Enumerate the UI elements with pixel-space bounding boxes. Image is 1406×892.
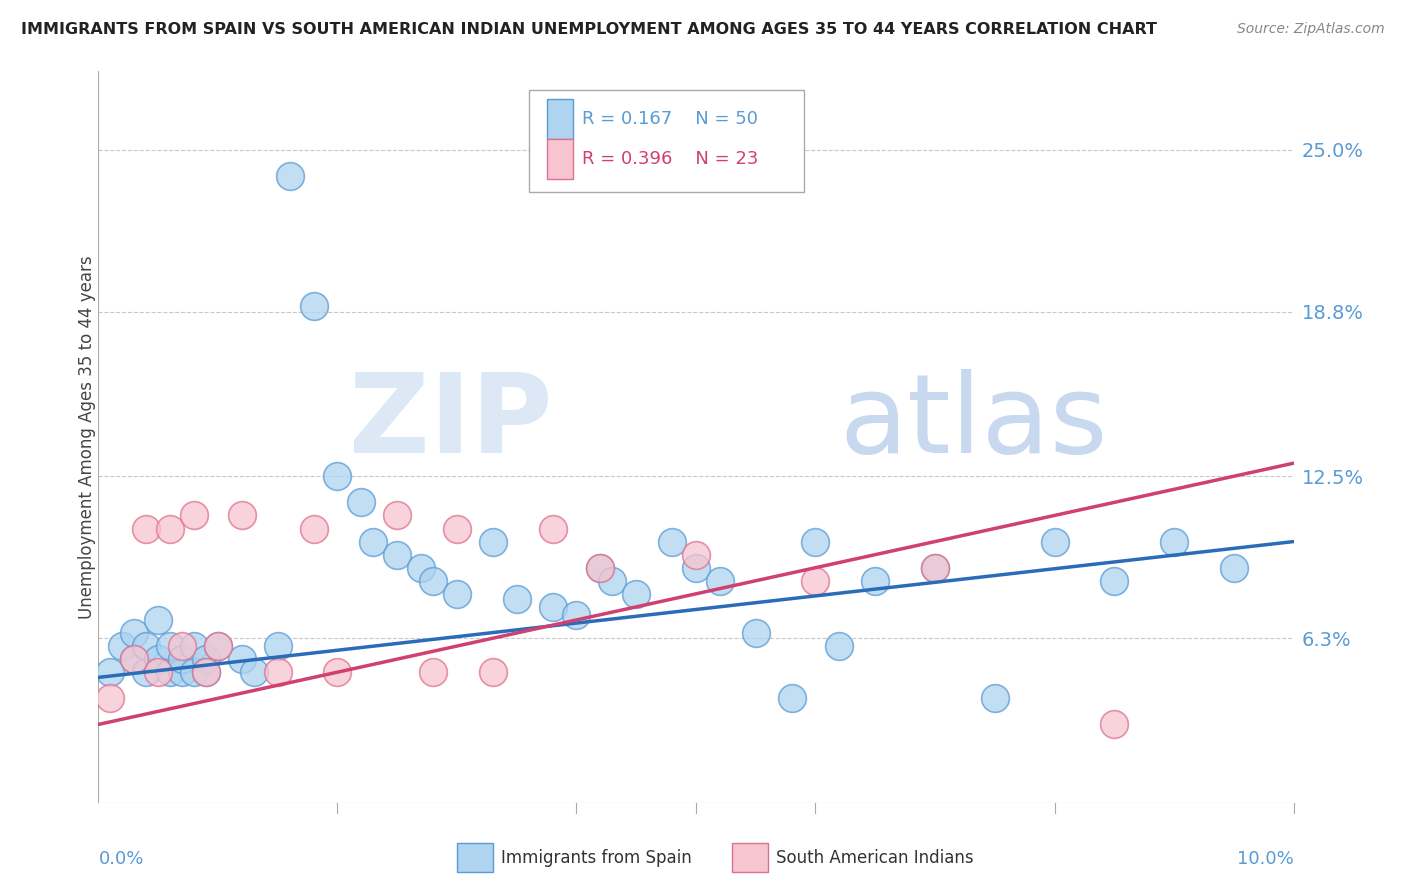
Point bbox=[422, 665, 444, 680]
Point bbox=[302, 300, 325, 314]
Text: Immigrants from Spain: Immigrants from Spain bbox=[501, 848, 692, 867]
Point bbox=[124, 652, 146, 666]
Point bbox=[231, 652, 253, 666]
Bar bbox=[457, 843, 494, 872]
Point bbox=[159, 665, 181, 680]
Point bbox=[124, 652, 146, 666]
Point bbox=[243, 665, 266, 680]
Point bbox=[172, 665, 194, 680]
Point bbox=[602, 574, 624, 588]
Point bbox=[124, 626, 146, 640]
Point bbox=[148, 613, 170, 627]
Point bbox=[172, 639, 194, 653]
Text: ZIP: ZIP bbox=[349, 369, 553, 476]
Text: Source: ZipAtlas.com: Source: ZipAtlas.com bbox=[1237, 22, 1385, 37]
Point bbox=[589, 560, 612, 574]
Text: R = 0.396    N = 23: R = 0.396 N = 23 bbox=[582, 150, 759, 168]
Point bbox=[804, 534, 827, 549]
Point bbox=[924, 560, 946, 574]
Text: R = 0.167    N = 50: R = 0.167 N = 50 bbox=[582, 110, 758, 128]
Point bbox=[148, 665, 170, 680]
Point bbox=[780, 691, 803, 706]
Point bbox=[661, 534, 683, 549]
Point bbox=[267, 665, 290, 680]
Point bbox=[267, 639, 290, 653]
Point bbox=[541, 599, 564, 614]
Point bbox=[1163, 534, 1185, 549]
Point bbox=[745, 626, 768, 640]
Point bbox=[195, 665, 218, 680]
Point bbox=[446, 521, 468, 535]
Y-axis label: Unemployment Among Ages 35 to 44 years: Unemployment Among Ages 35 to 44 years bbox=[79, 255, 96, 619]
Point bbox=[385, 548, 409, 562]
Point bbox=[278, 169, 301, 183]
Point bbox=[1104, 717, 1126, 731]
Point bbox=[350, 495, 373, 509]
Point bbox=[541, 521, 564, 535]
Point bbox=[363, 534, 385, 549]
Point bbox=[482, 665, 505, 680]
Text: atlas: atlas bbox=[839, 369, 1108, 476]
Point bbox=[98, 691, 122, 706]
Point bbox=[924, 560, 946, 574]
Point bbox=[589, 560, 612, 574]
Point bbox=[195, 652, 218, 666]
Point bbox=[207, 639, 229, 653]
Point bbox=[326, 469, 349, 483]
Text: 10.0%: 10.0% bbox=[1237, 850, 1294, 868]
Point bbox=[159, 521, 181, 535]
Point bbox=[865, 574, 887, 588]
Point bbox=[685, 548, 707, 562]
Point bbox=[446, 587, 468, 601]
Point bbox=[1043, 534, 1066, 549]
Bar bbox=[547, 99, 572, 139]
Point bbox=[385, 508, 409, 523]
Text: 0.0%: 0.0% bbox=[98, 850, 143, 868]
Point bbox=[135, 665, 157, 680]
FancyBboxPatch shape bbox=[529, 90, 804, 192]
Point bbox=[159, 639, 181, 653]
Point bbox=[183, 508, 205, 523]
Point bbox=[1223, 560, 1246, 574]
Point bbox=[207, 639, 229, 653]
Point bbox=[148, 652, 170, 666]
Point bbox=[1104, 574, 1126, 588]
Point bbox=[326, 665, 349, 680]
Point bbox=[231, 508, 253, 523]
Point bbox=[626, 587, 648, 601]
Point bbox=[804, 574, 827, 588]
Point bbox=[172, 652, 194, 666]
Point bbox=[183, 665, 205, 680]
Text: South American Indians: South American Indians bbox=[776, 848, 974, 867]
Point bbox=[482, 534, 505, 549]
Point bbox=[183, 639, 205, 653]
Point bbox=[422, 574, 444, 588]
Point bbox=[709, 574, 731, 588]
Point bbox=[135, 521, 157, 535]
Bar bbox=[733, 843, 768, 872]
Point bbox=[984, 691, 1007, 706]
Text: IMMIGRANTS FROM SPAIN VS SOUTH AMERICAN INDIAN UNEMPLOYMENT AMONG AGES 35 TO 44 : IMMIGRANTS FROM SPAIN VS SOUTH AMERICAN … bbox=[21, 22, 1157, 37]
Point bbox=[685, 560, 707, 574]
Point bbox=[828, 639, 851, 653]
Point bbox=[98, 665, 122, 680]
Bar bbox=[547, 139, 572, 179]
Point bbox=[195, 665, 218, 680]
Point bbox=[411, 560, 433, 574]
Point bbox=[135, 639, 157, 653]
Point bbox=[565, 607, 588, 622]
Point bbox=[111, 639, 134, 653]
Point bbox=[302, 521, 325, 535]
Point bbox=[506, 592, 529, 607]
